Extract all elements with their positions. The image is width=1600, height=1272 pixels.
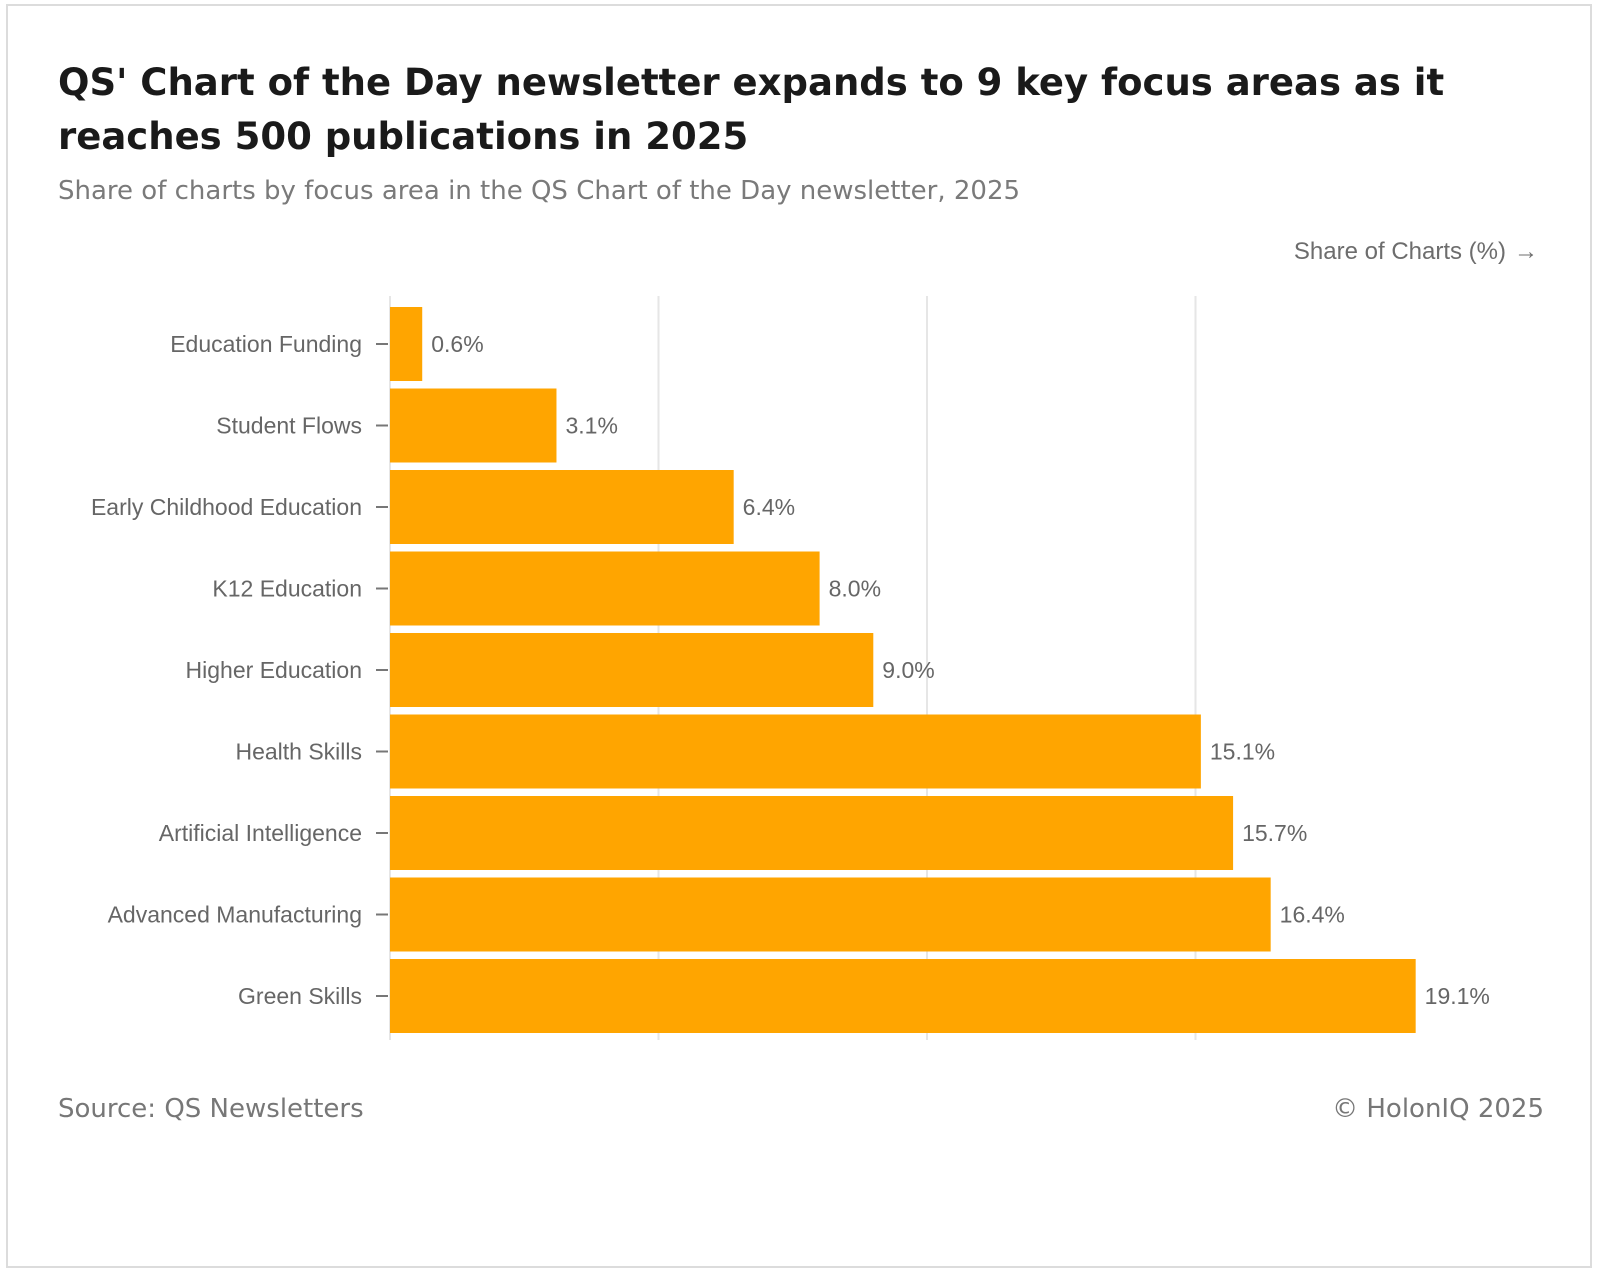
x-axis-title-text: Share of Charts (%) [1293,238,1506,265]
value-label: 15.7% [1242,820,1307,846]
bar [390,714,1201,789]
category-label: Early Childhood Education [91,494,362,520]
bar [390,796,1234,870]
bar [390,959,1416,1033]
value-labels: 0.6% 3.1% 6.4% 8.0% 9.0% 15.1% 15.7% 16.4% 19.1% [431,331,1490,1009]
value-label: 16.4% [1280,902,1345,928]
category-label: Higher Education [186,657,362,683]
bar [390,877,1271,952]
category-label: K12 Education [212,576,362,602]
value-label: 6.4% [743,494,795,520]
value-label: 3.1% [565,413,617,439]
x-axis-title: Share of Charts (%) → [1294,238,1538,266]
copyright-note: © HolonIQ 2025 [1332,1094,1544,1124]
bar [390,470,734,544]
value-label: 8.0% [829,576,881,602]
value-label: 15.1% [1210,739,1275,765]
bars [390,307,1416,1033]
category-label: Green Skills [238,983,362,1009]
category-label: Health Skills [235,739,362,765]
bar [390,551,820,626]
chart-subtitle: Share of charts by focus area in the QS … [58,176,1021,206]
category-label: Student Flows [216,413,362,439]
chart-title: QS' Chart of the Day newsletter expands … [58,61,1445,158]
arrow-right-icon: → [1514,238,1538,265]
bar [390,633,874,707]
source-note: Source: QS Newsletters [58,1094,364,1124]
category-label: Education Funding [170,331,362,357]
category-label: Artificial Intelligence [159,820,362,846]
bar [390,307,423,381]
y-axis-labels: Education Funding Student Flows Early Chil… [91,331,388,1009]
category-label: Advanced Manufacturing [108,902,362,928]
bar [390,388,557,463]
value-label: 0.6% [431,331,483,357]
value-label: 19.1% [1425,983,1490,1009]
value-label: 9.0% [882,657,934,683]
